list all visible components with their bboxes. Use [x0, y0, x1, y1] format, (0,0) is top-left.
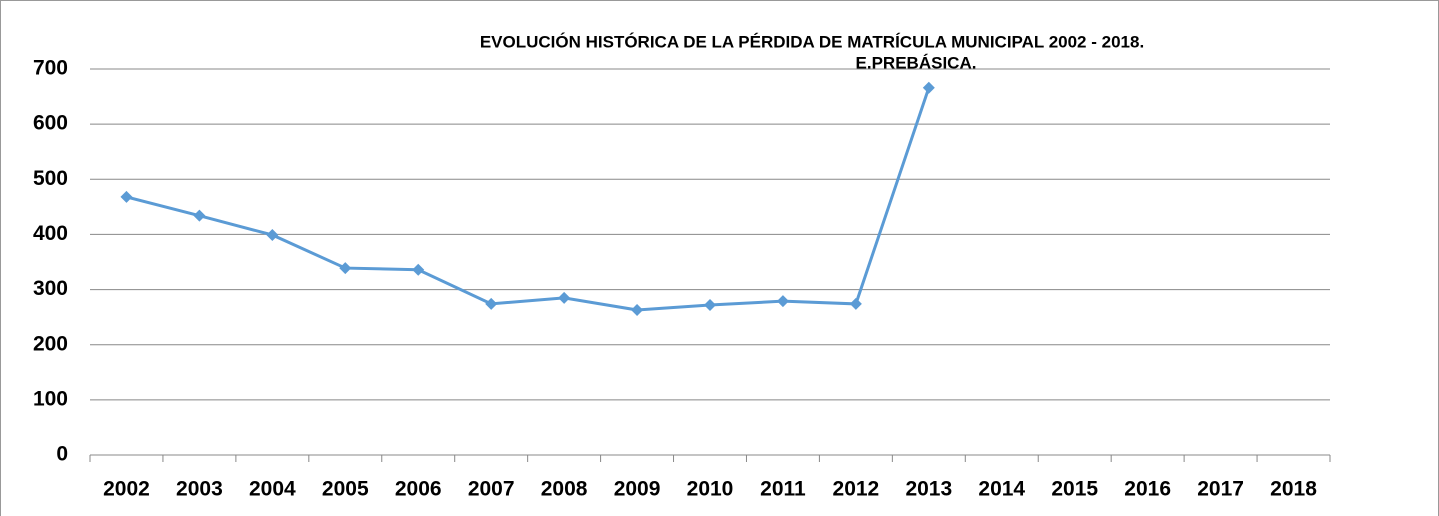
x-tick-label: 2003	[176, 478, 223, 501]
y-tick-label: 0	[56, 443, 68, 466]
data-marker	[120, 190, 133, 203]
x-tick-label: 2013	[905, 478, 952, 501]
data-marker	[558, 291, 571, 304]
x-tick-label: 2008	[541, 478, 588, 501]
data-marker	[631, 303, 644, 316]
x-tick-label: 2009	[614, 478, 661, 501]
x-tick-label: 2004	[249, 478, 296, 501]
x-tick-label: 2005	[322, 478, 369, 501]
data-marker	[485, 297, 498, 310]
y-tick-label: 500	[33, 167, 68, 190]
data-marker	[704, 299, 716, 312]
data-marker	[193, 209, 206, 222]
y-tick-label: 700	[33, 57, 68, 80]
x-tick-label: 2016	[1124, 478, 1171, 501]
y-tick-label: 600	[33, 112, 68, 135]
data-marker	[776, 295, 789, 308]
data-marker	[849, 297, 862, 310]
y-tick-label: 100	[33, 387, 68, 410]
data-marker	[922, 81, 935, 94]
x-tick-label: 2014	[978, 478, 1025, 501]
x-tick-label: 2017	[1197, 478, 1244, 501]
y-tick-label: 200	[33, 332, 68, 355]
data-marker	[266, 228, 279, 241]
x-tick-label: 2012	[833, 478, 880, 501]
x-tick-label: 2007	[468, 478, 515, 501]
data-marker	[412, 263, 425, 276]
y-tick-label: 400	[33, 222, 68, 245]
chart-title: EVOLUCIÓN HISTÓRICA DE LA PÉRDIDA DE MAT…	[480, 32, 1144, 51]
x-tick-label: 2010	[687, 478, 734, 501]
data-marker	[339, 262, 352, 275]
x-tick-label: 2011	[760, 478, 806, 501]
data-line	[126, 87, 931, 312]
y-tick-label: 300	[33, 277, 68, 300]
chart-subtitle: E.PREBÁSICA.	[856, 53, 977, 72]
x-tick-label: 2015	[1051, 478, 1098, 501]
x-tick-label: 2018	[1270, 478, 1317, 501]
x-tick-label: 2006	[395, 478, 442, 501]
x-tick-label: 2002	[103, 478, 150, 501]
